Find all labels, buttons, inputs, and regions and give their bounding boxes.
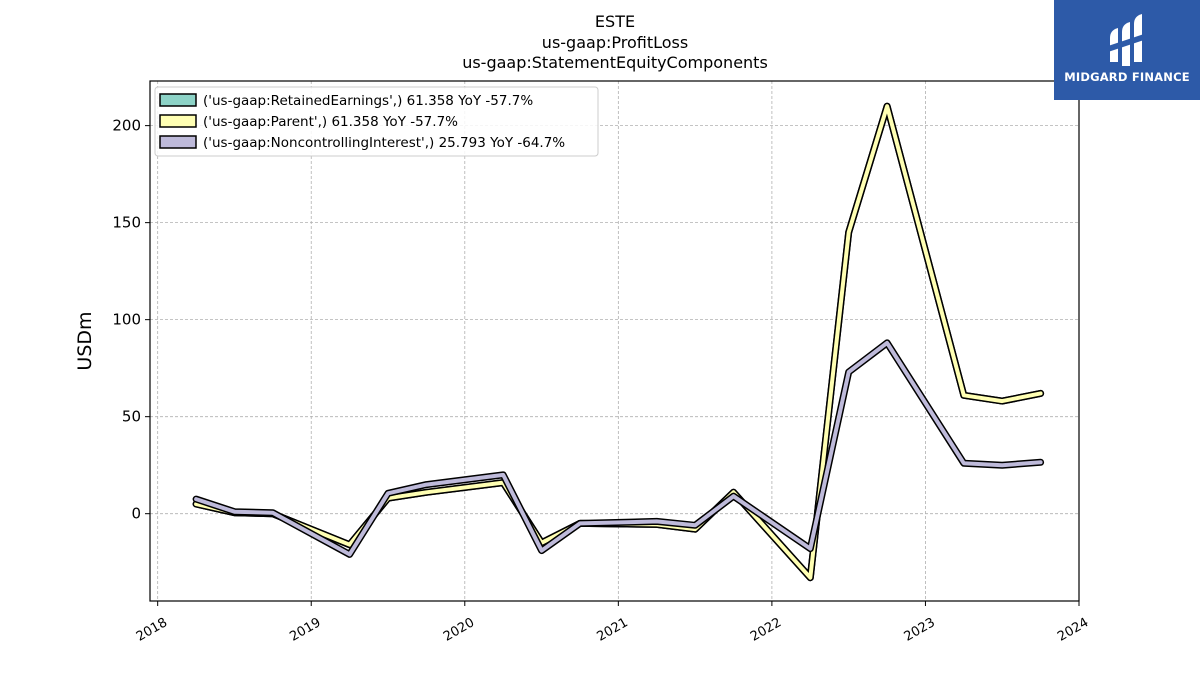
title-line-3: us-gaap:StatementEquityComponents: [462, 53, 768, 72]
x-tick-label: 2018: [134, 615, 170, 645]
legend-entry-label: ('us-gaap:Parent',) 61.358 YoY -57.7%: [203, 114, 458, 130]
legend-swatch: [159, 93, 197, 107]
y-axis-label: USDm: [74, 311, 96, 370]
title-line-2: us-gaap:ProfitLoss: [542, 33, 688, 52]
y-tick-label: 0: [131, 505, 141, 523]
plot-frame: [149, 80, 1080, 602]
midgard-logo-icon: [1108, 14, 1144, 66]
y-tick-label: 150: [112, 214, 141, 232]
x-tick-label: 2022: [748, 615, 784, 645]
y-tick-label: 200: [112, 117, 141, 135]
series-3: [192, 339, 1045, 558]
legend-entry-label: ('us-gaap:RetainedEarnings',) 61.358 YoY…: [203, 93, 533, 109]
chart-title: ESTE us-gaap:ProfitLoss us-gaap:Statemen…: [462, 12, 768, 72]
series-lines: [192, 102, 1045, 582]
x-tick-label: 2019: [287, 615, 323, 645]
x-tick-label: 2021: [595, 615, 631, 645]
legend-entry-label: ('us-gaap:NoncontrollingInterest',) 25.7…: [203, 135, 565, 151]
legend-swatch: [159, 135, 197, 149]
x-tick-label: 2020: [441, 615, 477, 645]
y-axis: 0 50 100 150 200: [112, 117, 150, 523]
y-tick-label: 50: [122, 408, 141, 426]
x-tick-label: 2024: [1055, 615, 1091, 645]
x-tick-label: 2023: [902, 615, 938, 645]
title-line-1: ESTE: [595, 12, 635, 31]
legend: ('us-gaap:RetainedEarnings',) 61.358 YoY…: [154, 86, 599, 157]
legend-box: [154, 86, 599, 157]
series-line: [194, 340, 1043, 557]
logo-text: MIDGARD FINANCE: [1064, 70, 1190, 84]
brand-logo: MIDGARD FINANCE: [1054, 0, 1200, 100]
x-axis: 2018 2019 2020 2021 2022 2023 2024: [134, 601, 1091, 645]
legend-swatch: [159, 114, 197, 128]
y-tick-label: 100: [112, 311, 141, 329]
